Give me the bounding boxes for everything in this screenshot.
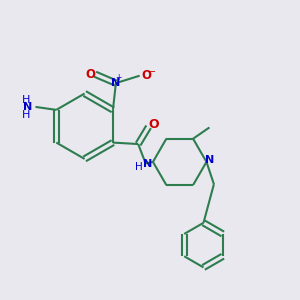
Text: N: N	[23, 103, 32, 112]
Text: N: N	[205, 155, 214, 165]
Text: N: N	[143, 159, 153, 169]
Text: −: −	[148, 67, 156, 77]
Text: O: O	[141, 69, 151, 82]
Text: O: O	[148, 118, 159, 131]
Text: +: +	[115, 73, 121, 82]
Text: H: H	[135, 162, 143, 172]
Text: H: H	[22, 95, 30, 105]
Text: H: H	[22, 110, 30, 120]
Text: O: O	[85, 68, 95, 81]
Text: N: N	[111, 78, 121, 88]
